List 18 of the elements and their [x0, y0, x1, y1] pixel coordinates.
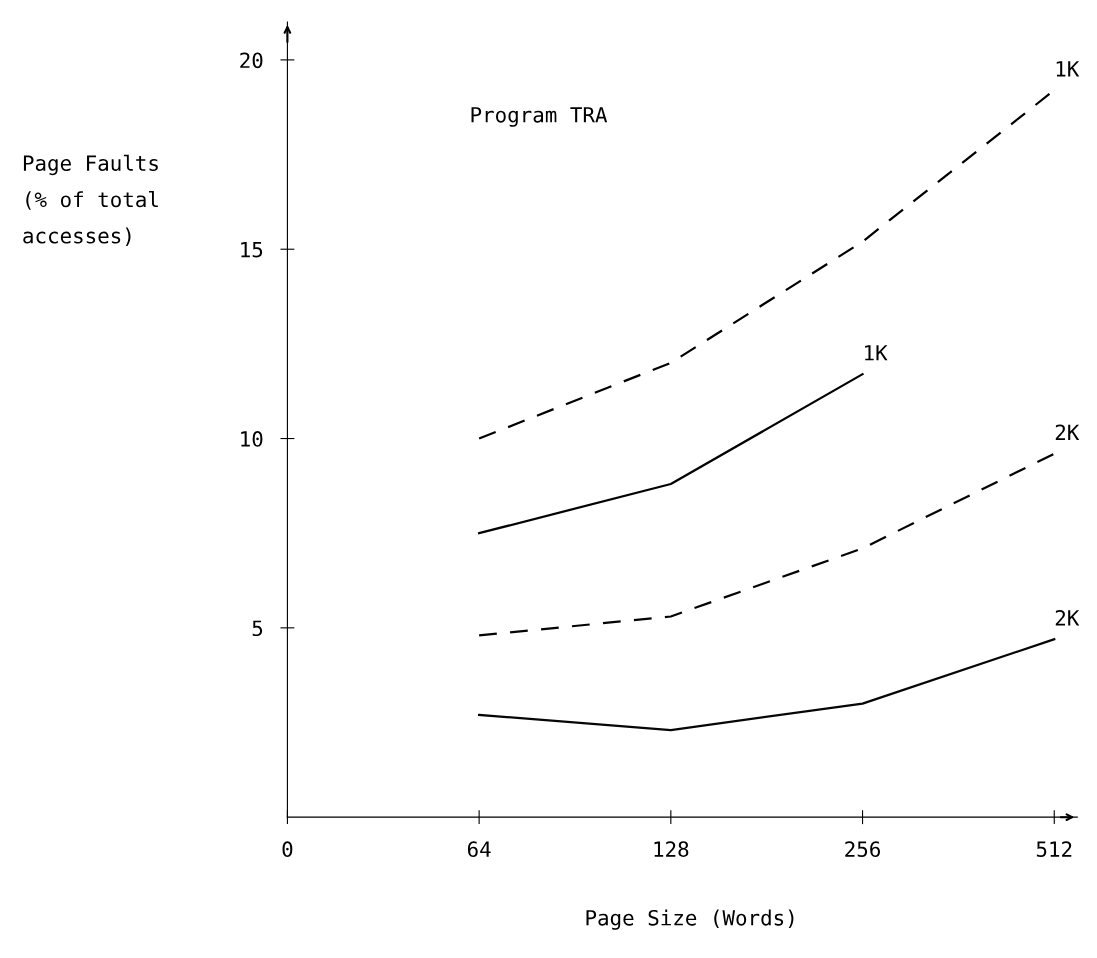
y-tick-label: 20	[240, 52, 263, 69]
y-tick-label: 5	[252, 620, 263, 637]
x-tick-label: 128	[654, 841, 689, 858]
x-tick-label: 512	[1036, 841, 1072, 858]
series-label: 1K	[865, 345, 888, 361]
x-tick-label: 64	[467, 841, 491, 858]
series-label: 1K	[1056, 61, 1080, 77]
y-tick-label: 15	[241, 242, 263, 258]
line-series	[478, 638, 1056, 732]
x-tick-label: 256	[845, 841, 880, 858]
line-series	[478, 452, 1056, 637]
text: Program TRA	[471, 107, 608, 127]
series-label: 2K	[1055, 609, 1080, 626]
x-tick-label: 0	[282, 841, 293, 858]
series-label: 2K	[1055, 424, 1080, 440]
y-axis-title: Page Faults (% of total accesses)	[23, 154, 158, 247]
y-tick-label: 10	[241, 431, 263, 447]
x-axis-title: Page Size (Words)	[586, 909, 794, 930]
